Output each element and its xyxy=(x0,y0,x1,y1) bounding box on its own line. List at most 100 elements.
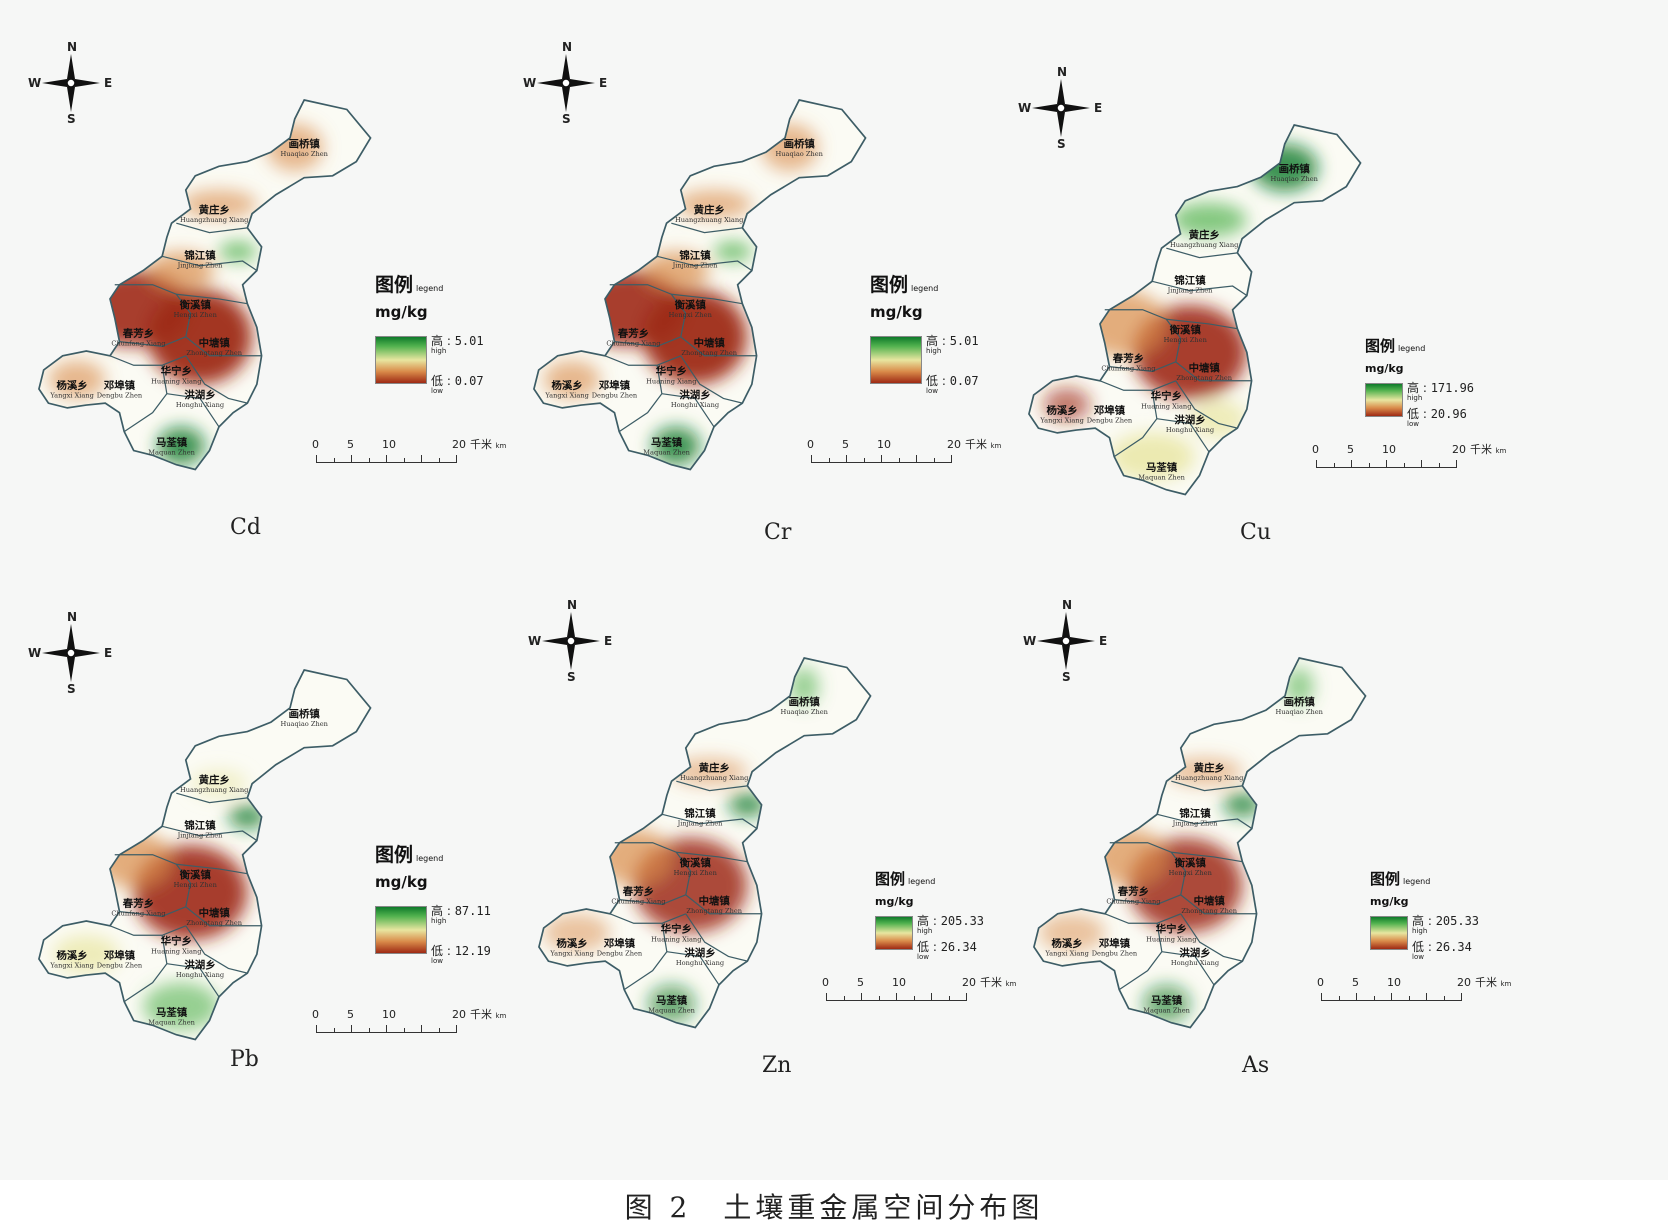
township-boundary xyxy=(1118,923,1163,991)
town-label-en: Dengbu Zhen xyxy=(1092,949,1138,957)
town-label: 杨溪乡 xyxy=(56,379,87,392)
town-label-en: Dengbu Zhen xyxy=(97,391,143,399)
concentration-area xyxy=(647,984,696,1023)
scale-tick xyxy=(456,455,457,463)
legend-high: 高 : 5.01 high xyxy=(431,334,484,355)
town-label-en: Yangxi Xiang xyxy=(1044,949,1089,957)
town-label: 马荃镇 xyxy=(156,436,188,449)
scale-tick xyxy=(316,455,317,463)
town-label-en: Honghu Xiang xyxy=(676,959,725,967)
town-label: 锦江镇 xyxy=(1174,274,1206,287)
scale-tick xyxy=(1426,993,1427,1001)
town-label-en: Dengbu Zhen xyxy=(97,961,143,969)
scale-tick xyxy=(1408,996,1410,1001)
town-label: 衡溪镇 xyxy=(1175,856,1207,869)
town-label: 中塘镇 xyxy=(699,894,731,907)
town-label: 杨溪乡 xyxy=(1051,937,1082,950)
town-label-en: Zhongtang Zhen xyxy=(681,349,737,357)
town-label-en: Huaning Xiang xyxy=(151,377,202,385)
scale-tick xyxy=(333,458,335,463)
concentration-area xyxy=(143,982,219,1030)
town-label: 锦江镇 xyxy=(184,819,216,832)
legend-color-ramp xyxy=(1370,916,1408,950)
township-boundary xyxy=(109,925,187,936)
scale-tick-label: 10 xyxy=(382,1008,396,1021)
map-legend: 图例 legend mg/kg 高 : 171.96 high 低 : 20.96 low xyxy=(1365,335,1515,428)
scale-tick xyxy=(931,993,932,1001)
map-panel-cr: N S W E 画桥镇 Huaqiao Zhen 黄庄乡 Huangzhuang Xiang 锦… xyxy=(515,40,1035,600)
town-label: 马荃镇 xyxy=(156,1006,188,1019)
town-label-en: Hengxi Zhen xyxy=(174,881,218,889)
township-boundary xyxy=(685,894,762,915)
legend-low-en: low xyxy=(1412,953,1424,961)
town-label: 华宁乡 xyxy=(1151,390,1182,403)
scale-unit-cn: 千米 xyxy=(470,1008,492,1021)
scale-unit-cn: 千米 xyxy=(1475,976,1497,989)
scale-tick-label: 0 xyxy=(312,1008,319,1021)
town-label-en: Maquan Zhen xyxy=(148,448,195,456)
scale-tick xyxy=(1356,993,1357,1001)
legend-color-ramp xyxy=(875,916,913,950)
scale-tick-label: 5 xyxy=(1347,443,1354,456)
scale-tick xyxy=(368,458,370,463)
town-label-en: Huaqiao Zhen xyxy=(280,150,328,158)
township-boundary xyxy=(656,255,753,272)
township-boundary xyxy=(1171,851,1243,863)
township-boundary xyxy=(680,355,743,404)
town-label-en: Huaqiao Zhen xyxy=(280,720,328,728)
legend-color-ramp xyxy=(375,336,427,384)
legend-low: 低 : 0.07 low xyxy=(431,374,484,395)
legend-title-cn: 图例 xyxy=(375,844,414,866)
scale-tick xyxy=(368,1028,370,1033)
map-panel-pb: N S W E 画桥镇 Huaqiao Zhen 黄庄乡 Huangzhuang Xiang 锦… xyxy=(20,610,540,1170)
scale-tick xyxy=(1456,460,1457,468)
township-boundary xyxy=(1180,913,1243,962)
township-boundary xyxy=(185,355,248,404)
legend-high-label: 高 xyxy=(431,904,444,918)
township-boundary xyxy=(1156,418,1210,453)
town-label-en: Yangxi Xiang xyxy=(49,961,94,969)
town-label-en: Jinjiang Zhen xyxy=(177,262,224,270)
town-label: 春芳乡 xyxy=(623,885,654,898)
scale-unit: 千米 km xyxy=(470,1006,506,1022)
concentration-area xyxy=(181,190,257,219)
scale-unit: 千米 km xyxy=(1475,974,1511,990)
map-legend: 图例 legend mg/kg 高 : 5.01 high 低 : 0.07 low xyxy=(375,270,525,395)
compass-w-label: W xyxy=(1018,101,1032,115)
legend-high-label: 高 xyxy=(1412,914,1425,928)
scale-tick xyxy=(421,1025,422,1033)
map-legend: 图例 legend mg/kg 高 : 5.01 high 低 : 0.07 low xyxy=(870,270,1020,395)
compass-s-label: S xyxy=(567,670,576,684)
legend-high: 高 : 5.01 high xyxy=(926,334,979,355)
scale-tick xyxy=(811,455,812,463)
scale-tick xyxy=(1321,993,1322,1001)
town-label-en: Huangzhuang Xiang xyxy=(180,216,249,224)
scale-tick xyxy=(386,455,387,463)
scale-bar: 0 5 10 20 千米 km xyxy=(805,438,1025,478)
town-label-en: Zhongtang Zhen xyxy=(1176,374,1232,382)
region-fill xyxy=(533,100,866,470)
concentration-area xyxy=(48,360,106,399)
compass-rose: N S W E xyxy=(523,40,609,126)
town-label-en: Huangzhuang Xiang xyxy=(180,786,249,794)
legend-title: 图例 legend xyxy=(1365,335,1515,356)
scale-unit-en: km xyxy=(495,1012,507,1020)
town-label-en: Hengxi Zhen xyxy=(669,311,713,319)
compass-rose: N S W E xyxy=(28,40,114,126)
town-label-en: Huangzhuang Xiang xyxy=(675,216,744,224)
scale-tick xyxy=(333,1028,335,1033)
town-label-en: Huaning Xiang xyxy=(1141,402,1192,410)
scale-tick xyxy=(843,996,845,1001)
concentration-area xyxy=(53,935,120,974)
scale-tick xyxy=(1338,996,1340,1001)
town-label: 锦江镇 xyxy=(1179,807,1211,820)
township-boundary xyxy=(176,792,248,804)
legend-low-value: 20.96 xyxy=(1430,407,1467,421)
town-label: 邓埠镇 xyxy=(103,949,136,962)
element-label: Cr xyxy=(764,520,792,545)
scale-tick xyxy=(1333,463,1335,468)
compass-s-label: S xyxy=(67,112,76,126)
township-boundary xyxy=(1099,380,1177,391)
legend-low-value: 26.34 xyxy=(1435,940,1472,954)
township-boundary xyxy=(680,336,757,357)
